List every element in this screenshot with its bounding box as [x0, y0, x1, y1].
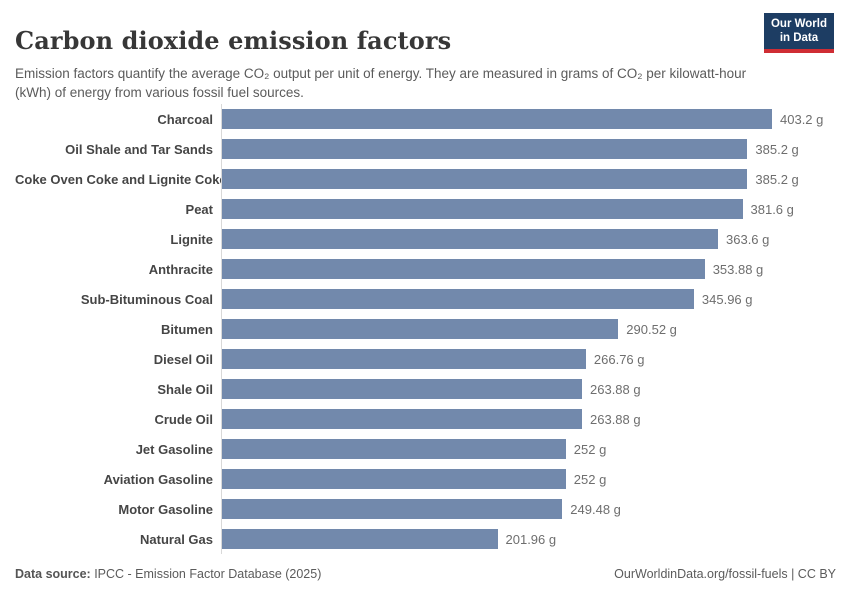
page-title: Carbon dioxide emission factors — [15, 26, 452, 56]
bar-zone: 381.6 g — [221, 194, 836, 224]
value-label: 381.6 g — [750, 201, 794, 217]
bar-row: Aviation Gasoline 252 g — [15, 464, 836, 494]
bar-row: Bitumen 290.52 g — [15, 314, 836, 344]
value-label: 403.2 g — [780, 111, 824, 127]
bar-row: Motor Gasoline 249.48 g — [15, 494, 836, 524]
data-source: Data source: IPCC - Emission Factor Data… — [15, 567, 321, 581]
bar[interactable] — [222, 199, 743, 219]
bar-row: Diesel Oil 266.76 g — [15, 344, 836, 374]
bar-row: Peat 381.6 g — [15, 194, 836, 224]
bar[interactable] — [222, 409, 582, 429]
bar-row: Anthracite 353.88 g — [15, 254, 836, 284]
owid-logo-line2: in Data — [779, 31, 819, 44]
bar-row: Crude Oil 263.88 g — [15, 404, 836, 434]
category-label: Motor Gasoline — [118, 501, 213, 517]
category-label: Natural Gas — [140, 531, 213, 547]
bar[interactable] — [222, 259, 705, 279]
bar[interactable] — [222, 109, 772, 129]
value-label: 252 g — [573, 441, 607, 457]
bar[interactable] — [222, 169, 748, 189]
bar-row: Jet Gasoline 252 g — [15, 434, 836, 464]
value-label: 201.96 g — [505, 531, 557, 547]
chart-footer: Data source: IPCC - Emission Factor Data… — [15, 567, 836, 581]
bar-zone: 363.6 g — [221, 224, 836, 254]
bar-zone: 345.96 g — [221, 284, 836, 314]
chart-subtitle: Emission factors quantify the average CO… — [15, 65, 747, 100]
category-label: Sub-Bituminous Coal — [80, 291, 213, 307]
bar-zone: 263.88 g — [221, 404, 836, 434]
bar-zone: 353.88 g — [221, 254, 836, 284]
bar[interactable] — [222, 349, 586, 369]
value-label: 345.96 g — [701, 291, 753, 307]
value-label: 385.2 g — [755, 141, 799, 157]
value-label: 385.2 g — [755, 171, 799, 187]
owid-logo-line1: Our World — [770, 18, 827, 30]
bar-zone: 385.2 g — [221, 164, 836, 194]
bar-row: Charcoal 403.2 g — [15, 104, 836, 134]
bar-zone: 290.52 g — [221, 314, 836, 344]
bar[interactable] — [222, 439, 566, 459]
bar-zone: 249.48 g — [221, 494, 836, 524]
bar-row: Shale Oil 263.88 g — [15, 374, 836, 404]
bar-zone: 201.96 g — [221, 524, 836, 554]
value-label: 266.76 g — [593, 351, 645, 367]
category-label: Crude Oil — [154, 411, 213, 427]
value-label: 249.48 g — [570, 501, 621, 517]
category-label: Oil Shale and Tar Sands — [65, 141, 213, 157]
bar-row: Coke Oven Coke and Lignite Coke 385.2 g — [15, 164, 836, 194]
bar-zone: 385.2 g — [221, 134, 836, 164]
bar-row: Oil Shale and Tar Sands 385.2 g — [15, 134, 836, 164]
category-label: Lignite — [170, 231, 213, 247]
value-label: 252 g — [573, 471, 607, 487]
value-label: 290.52 g — [626, 321, 677, 337]
bar[interactable] — [222, 139, 748, 159]
data-source-value: IPCC - Emission Factor Database (2025) — [90, 567, 322, 581]
bar[interactable] — [222, 319, 619, 339]
bar[interactable] — [222, 499, 563, 519]
bar-zone: 266.76 g — [221, 344, 836, 374]
category-label: Diesel Oil — [153, 351, 213, 367]
bar-zone: 403.2 g — [221, 104, 836, 134]
bar-row: Sub-Bituminous Coal 345.96 g — [15, 284, 836, 314]
data-source-label: Data source: — [15, 567, 91, 581]
category-label: Jet Gasoline — [135, 441, 213, 457]
category-label: Bitumen — [161, 321, 213, 337]
category-label: Shale Oil — [157, 381, 213, 397]
bar-zone: 252 g — [221, 464, 836, 494]
category-label: Aviation Gasoline — [103, 471, 213, 487]
value-label: 263.88 g — [590, 411, 641, 427]
category-label: Peat — [185, 201, 213, 217]
bar[interactable] — [222, 529, 498, 549]
bar-chart: Charcoal 403.2 g Oil Shale and Tar Sands… — [15, 104, 836, 554]
category-label: Charcoal — [157, 111, 213, 127]
owid-logo: Our World in Data — [763, 13, 834, 53]
value-label: 363.6 g — [726, 231, 770, 247]
bar[interactable] — [222, 379, 582, 399]
bar[interactable] — [222, 289, 694, 309]
owid-url-link[interactable]: OurWorldinData.org/fossil-fuels | CC BY — [614, 567, 836, 581]
bar-row: Lignite 363.6 g — [15, 224, 836, 254]
bar-zone: 263.88 g — [221, 374, 836, 404]
value-label: 353.88 g — [712, 261, 764, 277]
category-label: Anthracite — [148, 261, 213, 277]
bar-zone: 252 g — [221, 434, 836, 464]
bar[interactable] — [222, 469, 566, 489]
value-label: 263.88 g — [590, 381, 641, 397]
bar-row: Natural Gas 201.96 g — [15, 524, 836, 554]
bar[interactable] — [222, 229, 718, 249]
category-label: Coke Oven Coke and Lignite Coke — [15, 171, 227, 187]
